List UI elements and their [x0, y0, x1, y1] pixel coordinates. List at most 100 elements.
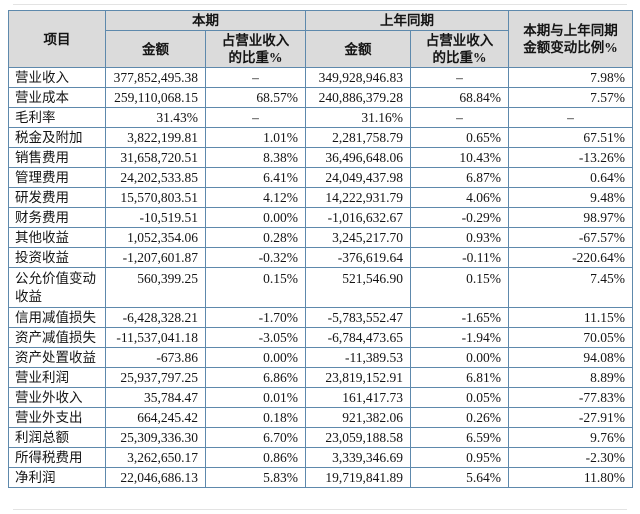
table-row: 营业外支出 664,245.42 0.18% 921,382.06 0.26% …	[8, 407, 633, 428]
cell-prior-amount: 921,382.06	[305, 407, 411, 428]
cell-change-pct: -67.57%	[508, 227, 633, 248]
table-row: 管理费用 24,202,533.85 6.41% 24,049,437.98 6…	[8, 167, 633, 188]
cell-prior-pct: –	[410, 107, 509, 128]
cell-current-pct: 0.18%	[205, 407, 306, 428]
table-row: 所得税费用 3,262,650.17 0.86% 3,339,346.69 0.…	[8, 447, 633, 468]
row-label: 研发费用	[8, 187, 106, 208]
cell-change-pct: 67.51%	[508, 127, 633, 148]
cell-current-amount: -1,207,601.87	[105, 247, 206, 268]
row-label: 净利润	[8, 467, 106, 488]
table-row: 营业外收入 35,784.47 0.01% 161,417.73 0.05% -…	[8, 387, 633, 408]
cell-change-pct: -2.30%	[508, 447, 633, 468]
cell-current-pct: 0.01%	[205, 387, 306, 408]
cell-current-amount: -11,537,041.18	[105, 327, 206, 348]
row-label: 公允价值变动 收益	[8, 267, 106, 308]
cell-current-pct: 6.41%	[205, 167, 306, 188]
table-row: 公允价值变动 收益 560,399.25 0.15% 521,546.90 0.…	[8, 267, 633, 308]
col-header-prior-pct: 占营业收入 的比重%	[410, 30, 509, 68]
cell-current-amount: 259,110,068.15	[105, 87, 206, 108]
cell-prior-pct: 6.59%	[410, 427, 509, 448]
row-label: 营业外收入	[8, 387, 106, 408]
card-edge-top	[13, 4, 627, 5]
cell-current-amount: -6,428,328.21	[105, 307, 206, 328]
cell-current-amount: 377,852,495.38	[105, 67, 206, 88]
row-label: 销售费用	[8, 147, 106, 168]
cell-current-pct: -3.05%	[205, 327, 306, 348]
cell-current-pct: 0.00%	[205, 347, 306, 368]
cell-current-amount: 15,570,803.51	[105, 187, 206, 208]
row-label: 营业收入	[8, 67, 106, 88]
cell-change-pct: 9.48%	[508, 187, 633, 208]
cell-current-pct: –	[205, 67, 306, 88]
cell-prior-amount: 3,245,217.70	[305, 227, 411, 248]
table-row: 研发费用 15,570,803.51 4.12% 14,222,931.79 4…	[8, 187, 633, 208]
header-row-groups: 项目 本期 上年同期 本期与上年同期 金额变动比例%	[8, 10, 633, 68]
cell-prior-pct: 6.81%	[410, 367, 509, 388]
cell-prior-amount: 31.16%	[305, 107, 411, 128]
col-header-current-amount: 金额	[105, 30, 206, 68]
card-edge-bottom	[13, 509, 627, 510]
cell-change-pct: -77.83%	[508, 387, 633, 408]
cell-current-pct: 4.12%	[205, 187, 306, 208]
cell-prior-amount: 349,928,946.83	[305, 67, 411, 88]
cell-prior-amount: -376,619.64	[305, 247, 411, 268]
cell-change-pct: 7.57%	[508, 87, 633, 108]
cell-current-amount: 24,202,533.85	[105, 167, 206, 188]
cell-current-amount: 35,784.47	[105, 387, 206, 408]
cell-prior-amount: 161,417.73	[305, 387, 411, 408]
cell-change-pct: 98.97%	[508, 207, 633, 228]
cell-current-amount: 664,245.42	[105, 407, 206, 428]
cell-prior-pct: 4.06%	[410, 187, 509, 208]
cell-prior-amount: -11,389.53	[305, 347, 411, 368]
header-row-subcolumns: 金额 占营业收入 的比重% 金额 占营业收入 的比重%	[9, 30, 633, 68]
table-row: 营业利润 25,937,797.25 6.86% 23,819,152.91 6…	[8, 367, 633, 388]
cell-current-pct: 5.83%	[205, 467, 306, 488]
cell-change-pct: 70.05%	[508, 327, 633, 348]
cell-prior-amount: 240,886,379.28	[305, 87, 411, 108]
row-label: 营业外支出	[8, 407, 106, 428]
cell-prior-amount: 24,049,437.98	[305, 167, 411, 188]
cell-prior-amount: 3,339,346.69	[305, 447, 411, 468]
cell-prior-amount: 23,819,152.91	[305, 367, 411, 388]
cell-current-amount: 560,399.25	[105, 267, 206, 308]
cell-prior-pct: 0.05%	[410, 387, 509, 408]
cell-current-pct: 0.00%	[205, 207, 306, 228]
row-label: 营业利润	[8, 367, 106, 388]
cell-current-pct: 0.86%	[205, 447, 306, 468]
cell-change-pct: -27.91%	[508, 407, 633, 428]
cell-current-pct: –	[205, 107, 306, 128]
cell-prior-amount: 19,719,841.89	[305, 467, 411, 488]
cell-current-pct: -1.70%	[205, 307, 306, 328]
row-label: 所得税费用	[8, 447, 106, 468]
cell-prior-pct: -1.65%	[410, 307, 509, 328]
cell-current-pct: -0.32%	[205, 247, 306, 268]
cell-prior-pct: 0.95%	[410, 447, 509, 468]
col-header-prior-amount: 金额	[305, 30, 411, 68]
row-label: 信用减值损失	[8, 307, 106, 328]
table-row: 净利润 22,046,686.13 5.83% 19,719,841.89 5.…	[8, 467, 633, 488]
cell-prior-pct: –	[410, 67, 509, 88]
table-row: 其他收益 1,052,354.06 0.28% 3,245,217.70 0.9…	[8, 227, 633, 248]
col-header-item: 项目	[8, 10, 106, 68]
financial-comparison-table: 项目 本期 上年同期 本期与上年同期 金额变动比例% 金额 占营业收入 的比重%…	[8, 10, 633, 488]
cell-prior-pct: -1.94%	[410, 327, 509, 348]
cell-prior-amount: 23,059,188.58	[305, 427, 411, 448]
row-label: 投资收益	[8, 247, 106, 268]
cell-current-pct: 1.01%	[205, 127, 306, 148]
row-label: 资产减值损失	[8, 327, 106, 348]
row-label: 管理费用	[8, 167, 106, 188]
col-group-current-period: 本期	[105, 10, 306, 31]
cell-change-pct: 9.76%	[508, 427, 633, 448]
table-row: 利润总额 25,309,336.30 6.70% 23,059,188.58 6…	[8, 427, 633, 448]
cell-current-amount: -10,519.51	[105, 207, 206, 228]
cell-current-amount: 25,937,797.25	[105, 367, 206, 388]
col-header-change-ratio: 本期与上年同期 金额变动比例%	[508, 10, 633, 68]
cell-change-pct: –	[508, 107, 633, 128]
cell-prior-amount: 521,546.90	[305, 267, 411, 308]
cell-prior-amount: 14,222,931.79	[305, 187, 411, 208]
col-group-prior-period: 上年同期	[305, 10, 509, 31]
cell-prior-pct: 6.87%	[410, 167, 509, 188]
cell-prior-pct: 0.26%	[410, 407, 509, 428]
row-label: 毛利率	[8, 107, 106, 128]
table-row: 信用减值损失 -6,428,328.21 -1.70% -5,783,552.4…	[8, 307, 633, 328]
